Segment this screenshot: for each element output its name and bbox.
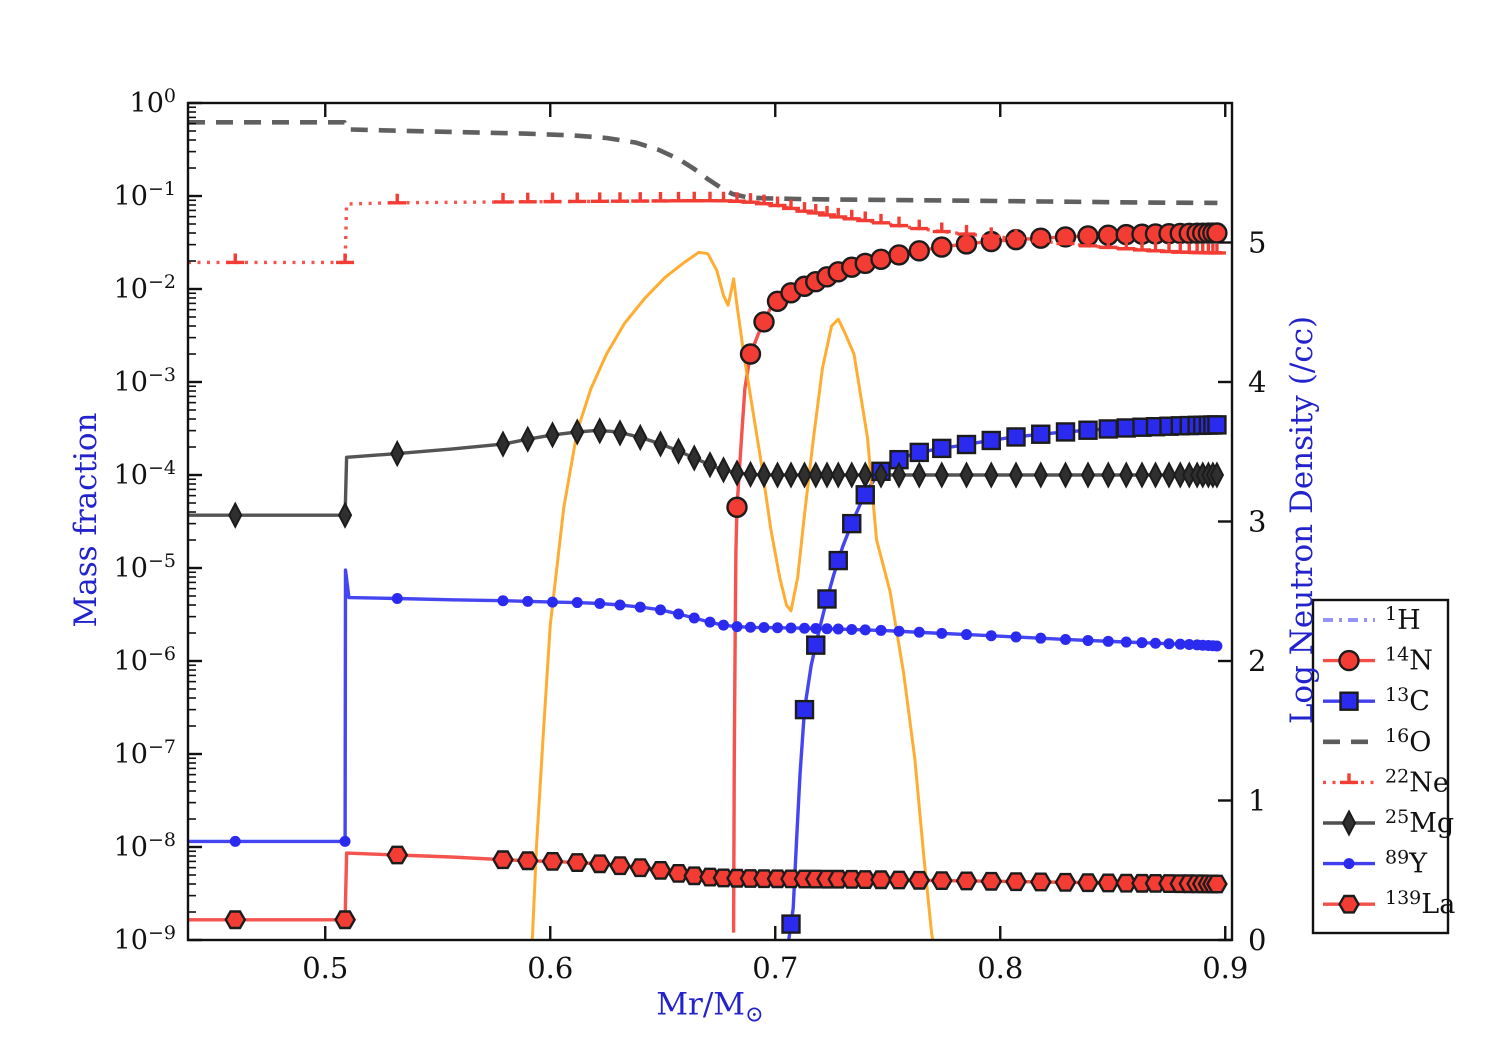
series-25Mg-markers — [228, 417, 1225, 529]
y-left-tick-label: 10−5 — [114, 550, 176, 584]
x-axis-title-text: Mr/M — [656, 986, 746, 1023]
legend-entry-25Mg: 25Mg — [1323, 806, 1454, 839]
legend-entry-14N: 14N — [1323, 644, 1433, 677]
series-14N-markers — [726, 222, 1228, 518]
legend-entry-139La: 139La — [1323, 887, 1455, 920]
x-tick-label: 0.7 — [752, 951, 798, 985]
y-left-tick-label: 10−2 — [114, 271, 176, 305]
x-axis-title: Mr/M⊙ — [656, 986, 763, 1027]
legend-label: 14N — [1385, 644, 1433, 677]
x-tick-label: 0.5 — [302, 951, 348, 985]
legend-label: 16O — [1385, 725, 1431, 758]
x-axis-title-sub: ⊙ — [745, 1001, 764, 1028]
legend-label: 139La — [1385, 887, 1455, 920]
axes: 0.5 0.6 0.7 0.8 0.910010−110−210−310−410−510… — [114, 85, 1267, 985]
legend-label: 22Ne — [1385, 765, 1449, 798]
legend-label: 25Mg — [1385, 806, 1454, 839]
y-right-tick-label: 1 — [1248, 784, 1266, 818]
legend-box — [1311, 598, 1450, 935]
y-left-tick-label: 10−8 — [114, 829, 176, 863]
x-tick-label: 0.8 — [977, 951, 1023, 985]
series-neutron-density-line — [530, 250, 935, 941]
x-tick-label: 0.9 — [1202, 951, 1248, 985]
y-right-tick-label: 5 — [1248, 226, 1266, 260]
legend-label: 13C — [1385, 684, 1430, 717]
y-left-tick-label: 100 — [130, 85, 176, 119]
y-left-tick-label: 10−9 — [114, 922, 176, 956]
series-22Ne-markers — [226, 191, 1226, 265]
legend-entry-89Y: 89Y — [1323, 847, 1428, 880]
series-13C-markers — [781, 415, 1227, 934]
series-139La-markers — [224, 845, 1228, 930]
x-tick-label: 0.6 — [527, 951, 573, 985]
y-left-tick-label: 10−7 — [114, 736, 176, 770]
y-right-tick-label: 3 — [1248, 505, 1266, 539]
series-16O-line — [188, 120, 1218, 206]
y-left-tick-label: 10−6 — [114, 643, 176, 677]
y-right-tick-label: 0 — [1248, 923, 1266, 957]
series-13C-line — [787, 423, 1218, 941]
y-left-tick-label: 10−3 — [114, 364, 176, 398]
y-axis-title-left: Mass fraction — [68, 412, 104, 628]
y-right-tick-label: 4 — [1248, 365, 1266, 399]
series-14N-line — [731, 231, 1218, 933]
legend-entry-13C: 13C — [1323, 684, 1430, 717]
y-axis-title-right: Log Neutron Density (/cc) — [1284, 315, 1320, 725]
legend-entry-16O: 16O — [1323, 725, 1431, 758]
series-89Y-line — [188, 568, 1218, 844]
series-89Y-markers — [229, 592, 1223, 847]
legend-entry-22Ne: 22Ne — [1323, 765, 1449, 798]
legend-label: 89Y — [1385, 847, 1428, 880]
series-markers — [224, 191, 1228, 934]
legend: 1H 14N 13C 16O 22Ne 25Mg 89Y 139La — [1311, 598, 1455, 935]
y-left-tick-label: 10−1 — [114, 178, 176, 212]
legend-entry-1H: 1H — [1323, 603, 1421, 636]
y-left-tick-label: 10−4 — [114, 457, 176, 491]
legend-label: 1H — [1385, 603, 1421, 636]
y-right-tick-label: 2 — [1248, 644, 1266, 678]
